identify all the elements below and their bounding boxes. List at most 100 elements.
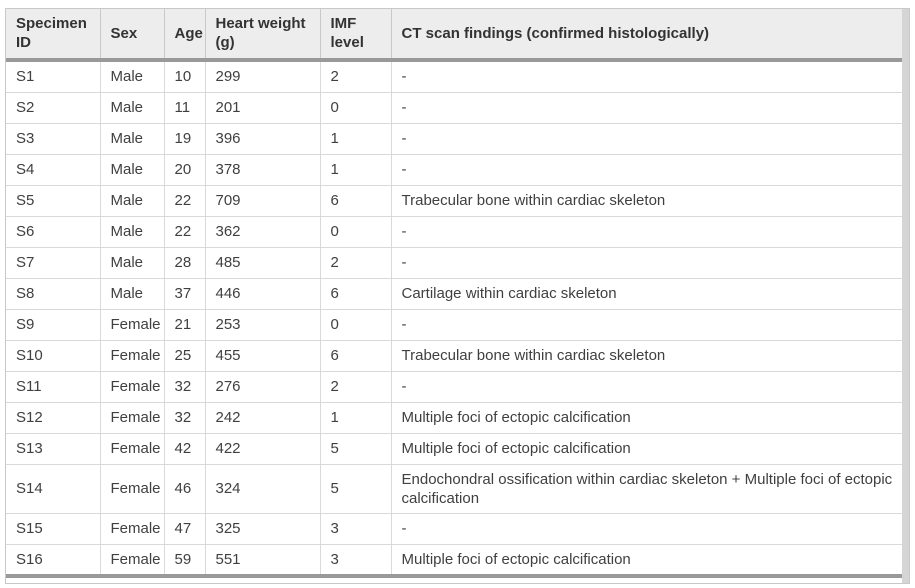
table-row: S13 Female 42 422 5 Multiple foci of ectopic … xyxy=(6,433,902,465)
column-header-age: Age xyxy=(164,9,206,63)
cell-weight: 242 xyxy=(205,402,321,434)
cell-weight: 551 xyxy=(205,544,321,579)
cell-findings: - xyxy=(391,309,902,341)
column-header-id: Specimen ID xyxy=(6,9,101,63)
column-header-imf: IMF level xyxy=(320,9,392,63)
cell-sex: Female xyxy=(100,371,165,403)
cell-imf: 5 xyxy=(320,464,392,514)
table-row: S8 Male 37 446 6 Cartilage within cardiac ske… xyxy=(6,278,902,310)
cell-sex: Female xyxy=(100,464,165,514)
cell-id: S14 xyxy=(6,464,101,514)
cell-sex: Female xyxy=(100,340,165,372)
table-row: S7 Male 28 485 2- xyxy=(6,247,902,279)
cell-weight: 422 xyxy=(205,433,321,465)
cell-age: 28 xyxy=(164,247,206,279)
cell-age: 32 xyxy=(164,402,206,434)
cell-imf: 2 xyxy=(320,60,392,93)
cell-weight: 455 xyxy=(205,340,321,372)
cell-findings: - xyxy=(391,216,902,248)
cell-weight: 201 xyxy=(205,92,321,124)
header-row: Specimen ID Sex Age Heart weight (g) IMF lev… xyxy=(6,9,902,63)
cell-imf: 3 xyxy=(320,513,392,545)
cell-sex: Female xyxy=(100,309,165,341)
cell-id: S12 xyxy=(6,402,101,434)
cell-age: 47 xyxy=(164,513,206,545)
cell-imf: 2 xyxy=(320,247,392,279)
table-row: S3 Male 19 396 1- xyxy=(6,123,902,155)
cell-imf: 1 xyxy=(320,154,392,186)
cell-imf: 2 xyxy=(320,371,392,403)
cell-sex: Male xyxy=(100,154,165,186)
cell-weight: 276 xyxy=(205,371,321,403)
cell-findings: Endochondral ossification within cardiac… xyxy=(391,464,902,514)
cell-imf: 3 xyxy=(320,544,392,579)
cell-findings: Trabecular bone within cardiac skeleton xyxy=(391,340,902,372)
cell-sex: Female xyxy=(100,433,165,465)
cell-id: S1 xyxy=(6,60,101,93)
cell-id: S7 xyxy=(6,247,101,279)
table-container: Specimen ID Sex Age Heart weight (g) IMF lev… xyxy=(5,8,910,584)
cell-imf: 6 xyxy=(320,340,392,372)
table-row: S2 Male 11 201 0- xyxy=(6,92,902,124)
cell-findings: Trabecular bone within cardiac skeleton xyxy=(391,185,902,217)
cell-findings: - xyxy=(391,154,902,186)
cell-imf: 1 xyxy=(320,402,392,434)
cell-weight: 485 xyxy=(205,247,321,279)
cell-imf: 0 xyxy=(320,92,392,124)
cell-findings: - xyxy=(391,513,902,545)
cell-weight: 299 xyxy=(205,60,321,93)
cell-id: S13 xyxy=(6,433,101,465)
cell-findings: Cartilage within cardiac skeleton xyxy=(391,278,902,310)
cell-age: 25 xyxy=(164,340,206,372)
cell-sex: Male xyxy=(100,123,165,155)
cell-sex: Male xyxy=(100,60,165,93)
cell-sex: Male xyxy=(100,216,165,248)
cell-imf: 6 xyxy=(320,278,392,310)
cell-findings: - xyxy=(391,60,902,93)
cell-imf: 0 xyxy=(320,309,392,341)
cell-sex: Male xyxy=(100,247,165,279)
cell-id: S10 xyxy=(6,340,101,372)
vertical-scrollbar[interactable] xyxy=(902,9,909,583)
table-row: S9 Female 21 253 0- xyxy=(6,309,902,341)
cell-id: S15 xyxy=(6,513,101,545)
cell-findings: Multiple foci of ectopic calcification xyxy=(391,544,902,579)
cell-age: 22 xyxy=(164,216,206,248)
cell-age: 22 xyxy=(164,185,206,217)
cell-sex: Female xyxy=(100,544,165,579)
table-row: S10 Female 25 455 6 Trabecular bone within ca… xyxy=(6,340,902,372)
table-row: S1 Male 10 299 2- xyxy=(6,60,902,93)
cell-id: S2 xyxy=(6,92,101,124)
table-row: S4 Male 20 378 1- xyxy=(6,154,902,186)
cell-weight: 378 xyxy=(205,154,321,186)
cell-weight: 709 xyxy=(205,185,321,217)
cell-id: S4 xyxy=(6,154,101,186)
cell-sex: Female xyxy=(100,402,165,434)
cell-sex: Female xyxy=(100,513,165,545)
cell-findings: - xyxy=(391,247,902,279)
table-row: S12 Female 32 242 1 Multiple foci of ectopic … xyxy=(6,402,902,434)
column-header-sex: Sex xyxy=(100,9,165,63)
cell-age: 46 xyxy=(164,464,206,514)
cell-id: S9 xyxy=(6,309,101,341)
table-body: S1 Male 10 299 2- S2 Male 11 201 0- S3 Male 19 396 1- S… xyxy=(6,60,902,579)
cell-id: S3 xyxy=(6,123,101,155)
cell-id: S8 xyxy=(6,278,101,310)
cell-id: S6 xyxy=(6,216,101,248)
cell-id: S5 xyxy=(6,185,101,217)
cell-findings: - xyxy=(391,92,902,124)
cell-imf: 6 xyxy=(320,185,392,217)
cell-weight: 325 xyxy=(205,513,321,545)
cell-findings: - xyxy=(391,123,902,155)
cell-age: 21 xyxy=(164,309,206,341)
cell-weight: 324 xyxy=(205,464,321,514)
cell-imf: 0 xyxy=(320,216,392,248)
table-row: S11 Female 32 276 2- xyxy=(6,371,902,403)
table-row: S14 Female 46 324 5 Endochondral ossification… xyxy=(6,464,902,514)
cell-age: 37 xyxy=(164,278,206,310)
cell-findings: - xyxy=(391,371,902,403)
column-header-weight: Heart weight (g) xyxy=(205,9,321,63)
cell-age: 32 xyxy=(164,371,206,403)
cell-findings: Multiple foci of ectopic calcification xyxy=(391,402,902,434)
